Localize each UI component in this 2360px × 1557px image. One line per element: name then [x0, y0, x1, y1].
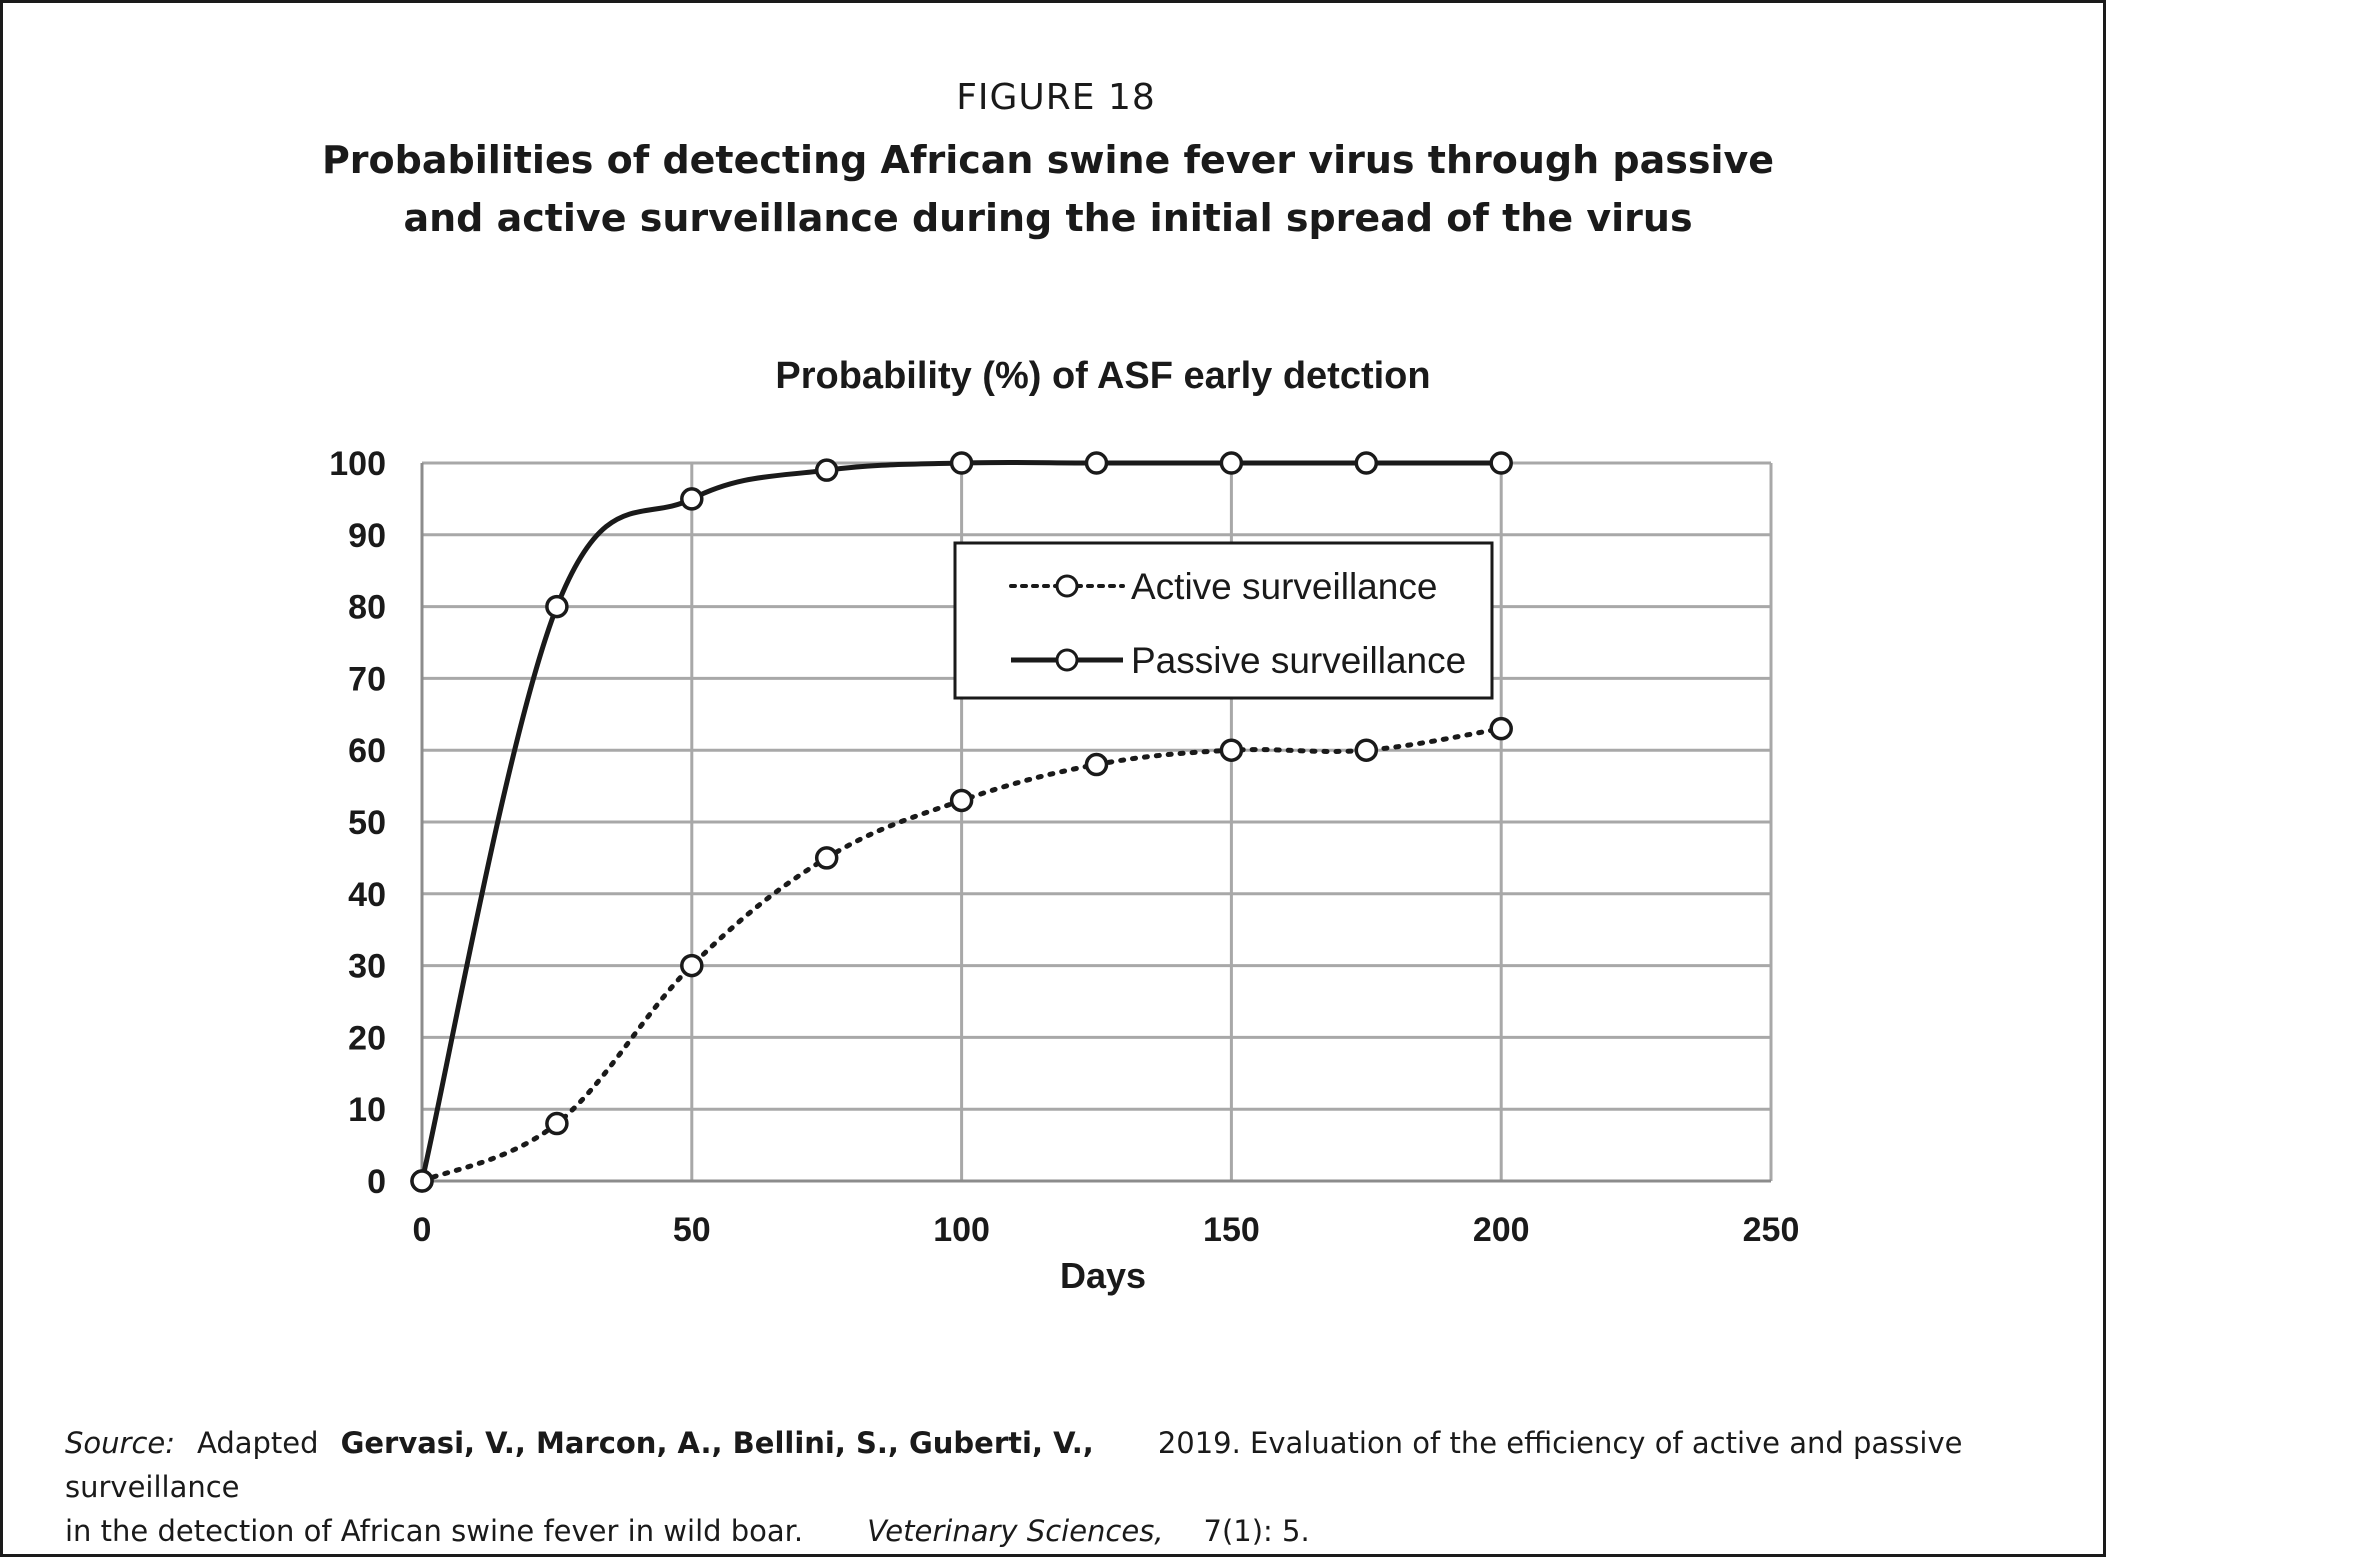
x-tick-label: 0 [413, 1211, 432, 1249]
figure-frame: FIGURE 18 Probabilities of detecting Afr… [0, 0, 2106, 1557]
passive-data-point [1219, 451, 1244, 475]
source-line-1: Source: Adapted Gervasi, V., Marcon, A., B… [65, 1421, 2045, 1509]
x-tick-label: 150 [1203, 1211, 1260, 1249]
figure-title-line-1: Probabilities of detecting African swine… [321, 138, 1775, 182]
active-data-point [949, 788, 974, 813]
figure-title-line-2: and active surveillance during the initi… [403, 196, 1693, 240]
source-line-2: in the detection of African swine fever … [65, 1509, 2045, 1553]
source-note: Source: Adapted Gervasi, V., Marcon, A., B… [65, 1421, 2045, 1553]
x-tick-label: 200 [1473, 1211, 1530, 1249]
y-tick-label: 70 [348, 660, 386, 698]
source-label: Source: [65, 1426, 176, 1460]
passive-data-point [680, 487, 704, 511]
y-tick-label: 40 [348, 876, 386, 914]
passive-data-point [814, 458, 839, 482]
y-tick-label: 20 [348, 1019, 386, 1057]
y-tick-label: 30 [348, 948, 386, 986]
line-chart: Probability (%) of ASF early detction 0 1… [329, 355, 1799, 1296]
y-tick-label: 90 [348, 517, 386, 555]
y-tick-label: 0 [367, 1163, 386, 1201]
legend-active-marker [1055, 574, 1079, 598]
active-data-point [680, 953, 704, 978]
active-surveillance-line [419, 726, 1504, 1184]
active-data-point [545, 1111, 569, 1136]
active-data-point [1084, 752, 1109, 777]
source-adapted: Adapted [197, 1426, 319, 1460]
x-tick-label: 250 [1743, 1211, 1800, 1249]
active-data-point [1489, 716, 1513, 741]
y-tick-label: 60 [348, 732, 386, 770]
legend-passive-label: Passive surveillance [1131, 640, 1466, 681]
legend: Active surveillance Passive surveillance [953, 541, 1494, 700]
axis-ticks: 0 10 20 30 40 50 60 70 80 90 100 0 50 100 150 200 250 [329, 445, 1799, 1249]
passive-data-point [545, 594, 569, 619]
y-tick-label: 50 [348, 804, 386, 842]
source-text-1: 2019. Evaluation of the efficiency of ac… [65, 1426, 1963, 1504]
passive-data-point [1084, 451, 1109, 475]
source-journal: Veterinary Sciences, [867, 1514, 1164, 1548]
series-lines [410, 451, 1513, 1193]
active-data-point [814, 846, 839, 870]
legend-box [953, 541, 1494, 700]
legend-passive-marker [1055, 648, 1079, 672]
passive-surveillance-line [419, 459, 1504, 1184]
passive-data-point [1489, 451, 1513, 475]
passive-data-point [410, 1169, 434, 1193]
active-data-point [1354, 738, 1379, 762]
x-tick-label: 50 [673, 1211, 711, 1249]
y-tick-label: 100 [329, 445, 386, 483]
y-tick-label: 80 [348, 589, 386, 627]
legend-active-label: Active surveillance [1131, 566, 1437, 607]
source-issue: 7(1): 5. [1203, 1514, 1310, 1548]
source-authors: Gervasi, V., Marcon, A., Bellini, S., Gu… [340, 1426, 1094, 1460]
figure-title: Probabilities of detecting African swine… [3, 131, 2093, 247]
passive-data-point [1354, 451, 1379, 475]
y-tick-label: 10 [348, 1091, 386, 1129]
x-axis-label: Days [1060, 1255, 1146, 1296]
active-data-point [1219, 738, 1244, 762]
passive-data-point [949, 451, 974, 475]
x-tick-label: 100 [933, 1211, 990, 1249]
figure-label: FIGURE 18 [956, 77, 1156, 118]
chart-title: Probability (%) of ASF early detction [775, 355, 1430, 397]
source-text-2: in the detection of African swine fever … [65, 1514, 804, 1548]
